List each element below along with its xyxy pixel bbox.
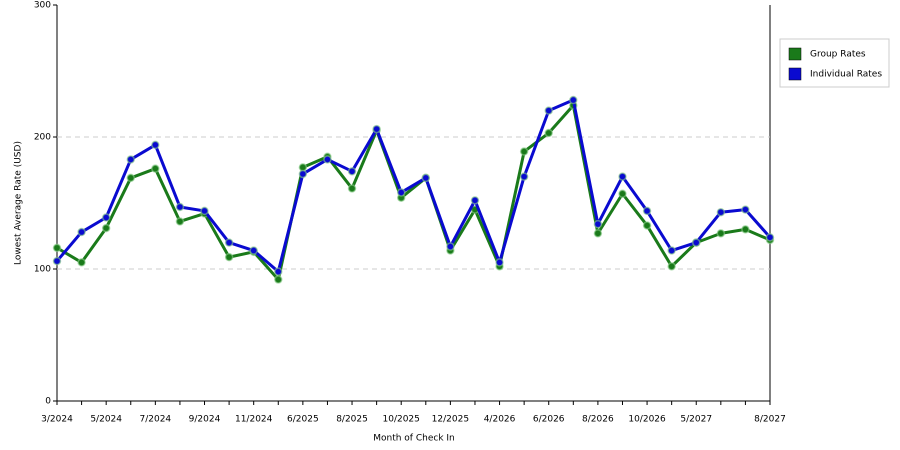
data-point	[200, 206, 209, 216]
data-point	[323, 155, 332, 164]
x-tick-label: 8/2026	[582, 415, 614, 425]
data-point	[618, 189, 627, 199]
data-point	[618, 172, 627, 181]
data-point	[52, 256, 62, 266]
data-point	[691, 238, 701, 247]
x-axis-label: Month of Check In	[373, 434, 455, 444]
x-tick-label: 9/2024	[189, 415, 221, 425]
data-point	[77, 227, 86, 237]
data-point	[765, 233, 775, 242]
data-point	[347, 184, 357, 193]
data-point	[249, 246, 258, 255]
y-tick-label: 0	[45, 397, 51, 407]
x-tick-label: 5/2027	[680, 415, 712, 425]
data-point	[569, 95, 578, 105]
legend-swatch	[788, 47, 802, 61]
y-tick-label: 100	[34, 265, 51, 275]
x-tick-label: 7/2024	[140, 415, 172, 425]
data-point	[151, 164, 160, 173]
series-line	[56, 103, 771, 282]
data-point	[175, 217, 185, 226]
data-point	[372, 124, 381, 134]
data-point	[642, 206, 652, 216]
data-point	[421, 173, 431, 183]
data-point	[274, 267, 283, 276]
series-line	[55, 98, 772, 274]
legend-swatch	[788, 67, 802, 81]
data-point	[298, 169, 308, 179]
data-point	[224, 238, 234, 247]
data-point	[151, 140, 160, 150]
data-point	[126, 173, 136, 183]
legend-label: Group Rates	[810, 50, 866, 60]
data-point	[446, 242, 455, 251]
data-point	[642, 221, 652, 230]
x-tick-label: 10/2025	[383, 415, 420, 425]
data-point	[667, 262, 676, 271]
data-point	[519, 147, 529, 156]
data-point	[593, 219, 603, 229]
x-tick-label: 10/2026	[628, 415, 666, 425]
x-tick-label: 6/2026	[533, 415, 565, 425]
x-tick-label: 6/2025	[287, 415, 319, 425]
data-point	[741, 225, 750, 234]
data-point	[101, 213, 111, 222]
data-point	[741, 205, 750, 214]
x-tick-label: 12/2025	[432, 415, 469, 425]
x-tick-label: 8/2027	[754, 415, 786, 425]
data-point	[101, 223, 111, 233]
y-tick-label: 300	[34, 1, 51, 11]
data-point	[470, 196, 480, 205]
y-tick-label: 200	[34, 133, 51, 143]
y-axis-label: Lowest Average Rate (USD)	[14, 141, 24, 265]
data-point	[126, 155, 136, 164]
data-point	[495, 258, 504, 267]
data-point	[716, 207, 726, 217]
data-point	[716, 229, 726, 238]
legend-label: Individual Rates	[810, 70, 882, 80]
data-point	[347, 167, 357, 176]
x-tick-label: 5/2024	[90, 415, 122, 425]
x-tick-label: 4/2026	[484, 415, 516, 425]
data-point	[274, 275, 283, 284]
data-point	[224, 252, 234, 262]
x-tick-label: 8/2025	[336, 415, 368, 425]
data-point	[667, 246, 676, 255]
data-point	[175, 202, 185, 212]
data-point	[519, 172, 529, 181]
x-tick-label: 3/2024	[41, 415, 73, 425]
data-point	[544, 106, 553, 115]
data-point	[52, 243, 62, 253]
x-tick-label: 11/2024	[235, 415, 273, 425]
data-point	[77, 258, 86, 267]
data-point	[544, 128, 553, 138]
data-point	[593, 229, 603, 238]
data-point	[396, 188, 406, 197]
